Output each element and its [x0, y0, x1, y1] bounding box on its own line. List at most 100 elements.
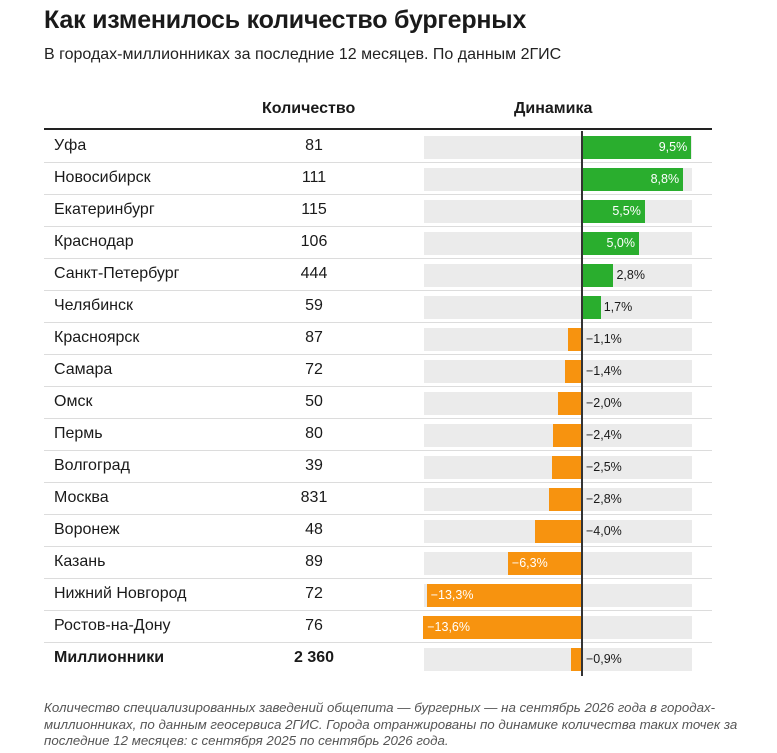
bar-track	[424, 328, 692, 351]
table-row: Новосибирск 111 8,8%	[44, 163, 712, 195]
chart-subtitle: В городах-миллионниках за последние 12 м…	[44, 46, 562, 63]
value-label: 2,8%	[616, 268, 645, 282]
column-header-count: Количество	[262, 100, 356, 117]
dynamics-bar	[534, 520, 581, 543]
city-name: Уфа	[54, 137, 87, 154]
city-count: 89	[305, 553, 323, 570]
table-row: Екатеринбург 115 5,5%	[44, 195, 712, 227]
table-row: Омск 50 −2,0%	[44, 387, 712, 419]
city-count: 831	[300, 489, 328, 506]
value-label: 1,7%	[603, 300, 633, 314]
table-row: Краснодар 106 5,0%	[44, 227, 712, 259]
city-name: Челябинск	[54, 297, 133, 314]
dynamics-bar	[581, 136, 692, 159]
bar-track	[424, 648, 692, 671]
value-label: −2,0%	[586, 396, 622, 410]
city-count: 50	[305, 393, 323, 410]
city-name: Пермь	[54, 425, 103, 442]
city-count: 72	[305, 585, 323, 602]
dynamics-bar	[570, 648, 581, 671]
city-name: Волгоград	[54, 457, 130, 474]
dynamics-bar	[552, 456, 581, 479]
value-label: 9,5%	[658, 140, 688, 154]
dynamics-bar	[423, 616, 581, 639]
dynamics-bar	[426, 584, 581, 607]
value-label: −0,9%	[586, 652, 622, 666]
value-label: −6,3%	[511, 556, 548, 570]
city-name: Ростов-на-Дону	[54, 617, 171, 634]
table-row: Уфа 81 9,5%	[44, 131, 712, 163]
table-row: Челябинск 59 1,7%	[44, 291, 712, 323]
row-divider	[44, 290, 712, 291]
table-row: Москва 831 −2,8%	[44, 483, 712, 515]
row-divider	[44, 354, 712, 355]
city-name: Екатеринбург	[54, 201, 155, 218]
dynamics-bar	[548, 488, 581, 511]
row-divider	[44, 642, 712, 643]
table-row: Санкт-Петербург 444 2,8%	[44, 259, 712, 291]
dynamics-bar	[568, 328, 581, 351]
table-row: Нижний Новгород 72 −13,3%	[44, 579, 712, 611]
row-divider	[44, 322, 712, 323]
row-divider	[44, 418, 712, 419]
row-divider	[44, 226, 712, 227]
dynamics-bar	[507, 552, 581, 575]
city-name: Воронеж	[54, 521, 120, 538]
row-divider	[44, 578, 712, 579]
row-divider	[44, 514, 712, 515]
value-label: −13,6%	[427, 620, 470, 634]
dynamics-bar	[581, 296, 601, 319]
city-count: 2 360	[293, 649, 335, 666]
value-label: 8,8%	[650, 172, 680, 186]
city-name: Миллионники	[54, 649, 165, 666]
chart-footnote: Количество специализированных заведений …	[44, 700, 738, 748]
bar-track	[424, 360, 692, 383]
city-count: 87	[305, 329, 323, 346]
value-label: −4,0%	[586, 524, 622, 538]
row-divider	[44, 386, 712, 387]
header-divider	[44, 128, 712, 130]
dynamics-bar	[553, 424, 581, 447]
city-count: 59	[305, 297, 323, 314]
table-row: Воронеж 48 −4,0%	[44, 515, 712, 547]
value-label: −2,8%	[586, 492, 622, 506]
row-divider	[44, 162, 712, 163]
value-label: 5,5%	[612, 204, 641, 218]
row-divider	[44, 450, 712, 451]
city-count: 48	[305, 521, 323, 538]
table-row: Волгоград 39 −2,5%	[44, 451, 712, 483]
table-row: Самара 72 −1,4%	[44, 355, 712, 387]
city-count: 81	[305, 137, 323, 154]
table-row: Казань 89 −6,3%	[44, 547, 712, 579]
city-count: 39	[305, 457, 323, 474]
city-count: 72	[305, 361, 323, 378]
dynamics-bar	[581, 264, 614, 287]
city-name: Казань	[54, 553, 106, 570]
dynamics-bar	[581, 200, 645, 223]
dynamics-bar	[564, 360, 581, 383]
city-count: 115	[301, 201, 327, 218]
city-name: Красноярск	[54, 329, 140, 346]
city-name: Краснодар	[54, 233, 134, 250]
city-name: Санкт-Петербург	[54, 265, 180, 282]
row-divider	[44, 194, 712, 195]
table-row: Ростов-на-Дону 76 −13,6%	[44, 611, 712, 643]
bar-track	[424, 296, 692, 319]
city-count: 111	[301, 169, 327, 186]
total-row: Миллионники 2 360 −0,9%	[44, 643, 712, 675]
dynamics-bar	[581, 232, 639, 255]
value-label: −13,3%	[430, 588, 474, 602]
row-divider	[44, 610, 712, 611]
row-divider	[44, 482, 712, 483]
city-count: 80	[305, 425, 323, 442]
column-header-dynamics: Динамика	[514, 100, 593, 117]
value-label: −2,5%	[586, 460, 622, 474]
chart-title: Как изменилось количество бургерных	[44, 6, 527, 34]
row-divider	[44, 546, 712, 547]
bar-track	[424, 200, 692, 223]
city-name: Самара	[54, 361, 113, 378]
row-divider	[44, 258, 712, 259]
value-label: −2,4%	[586, 428, 622, 442]
value-label: 5,0%	[606, 236, 636, 250]
city-name: Новосибирск	[54, 169, 151, 186]
